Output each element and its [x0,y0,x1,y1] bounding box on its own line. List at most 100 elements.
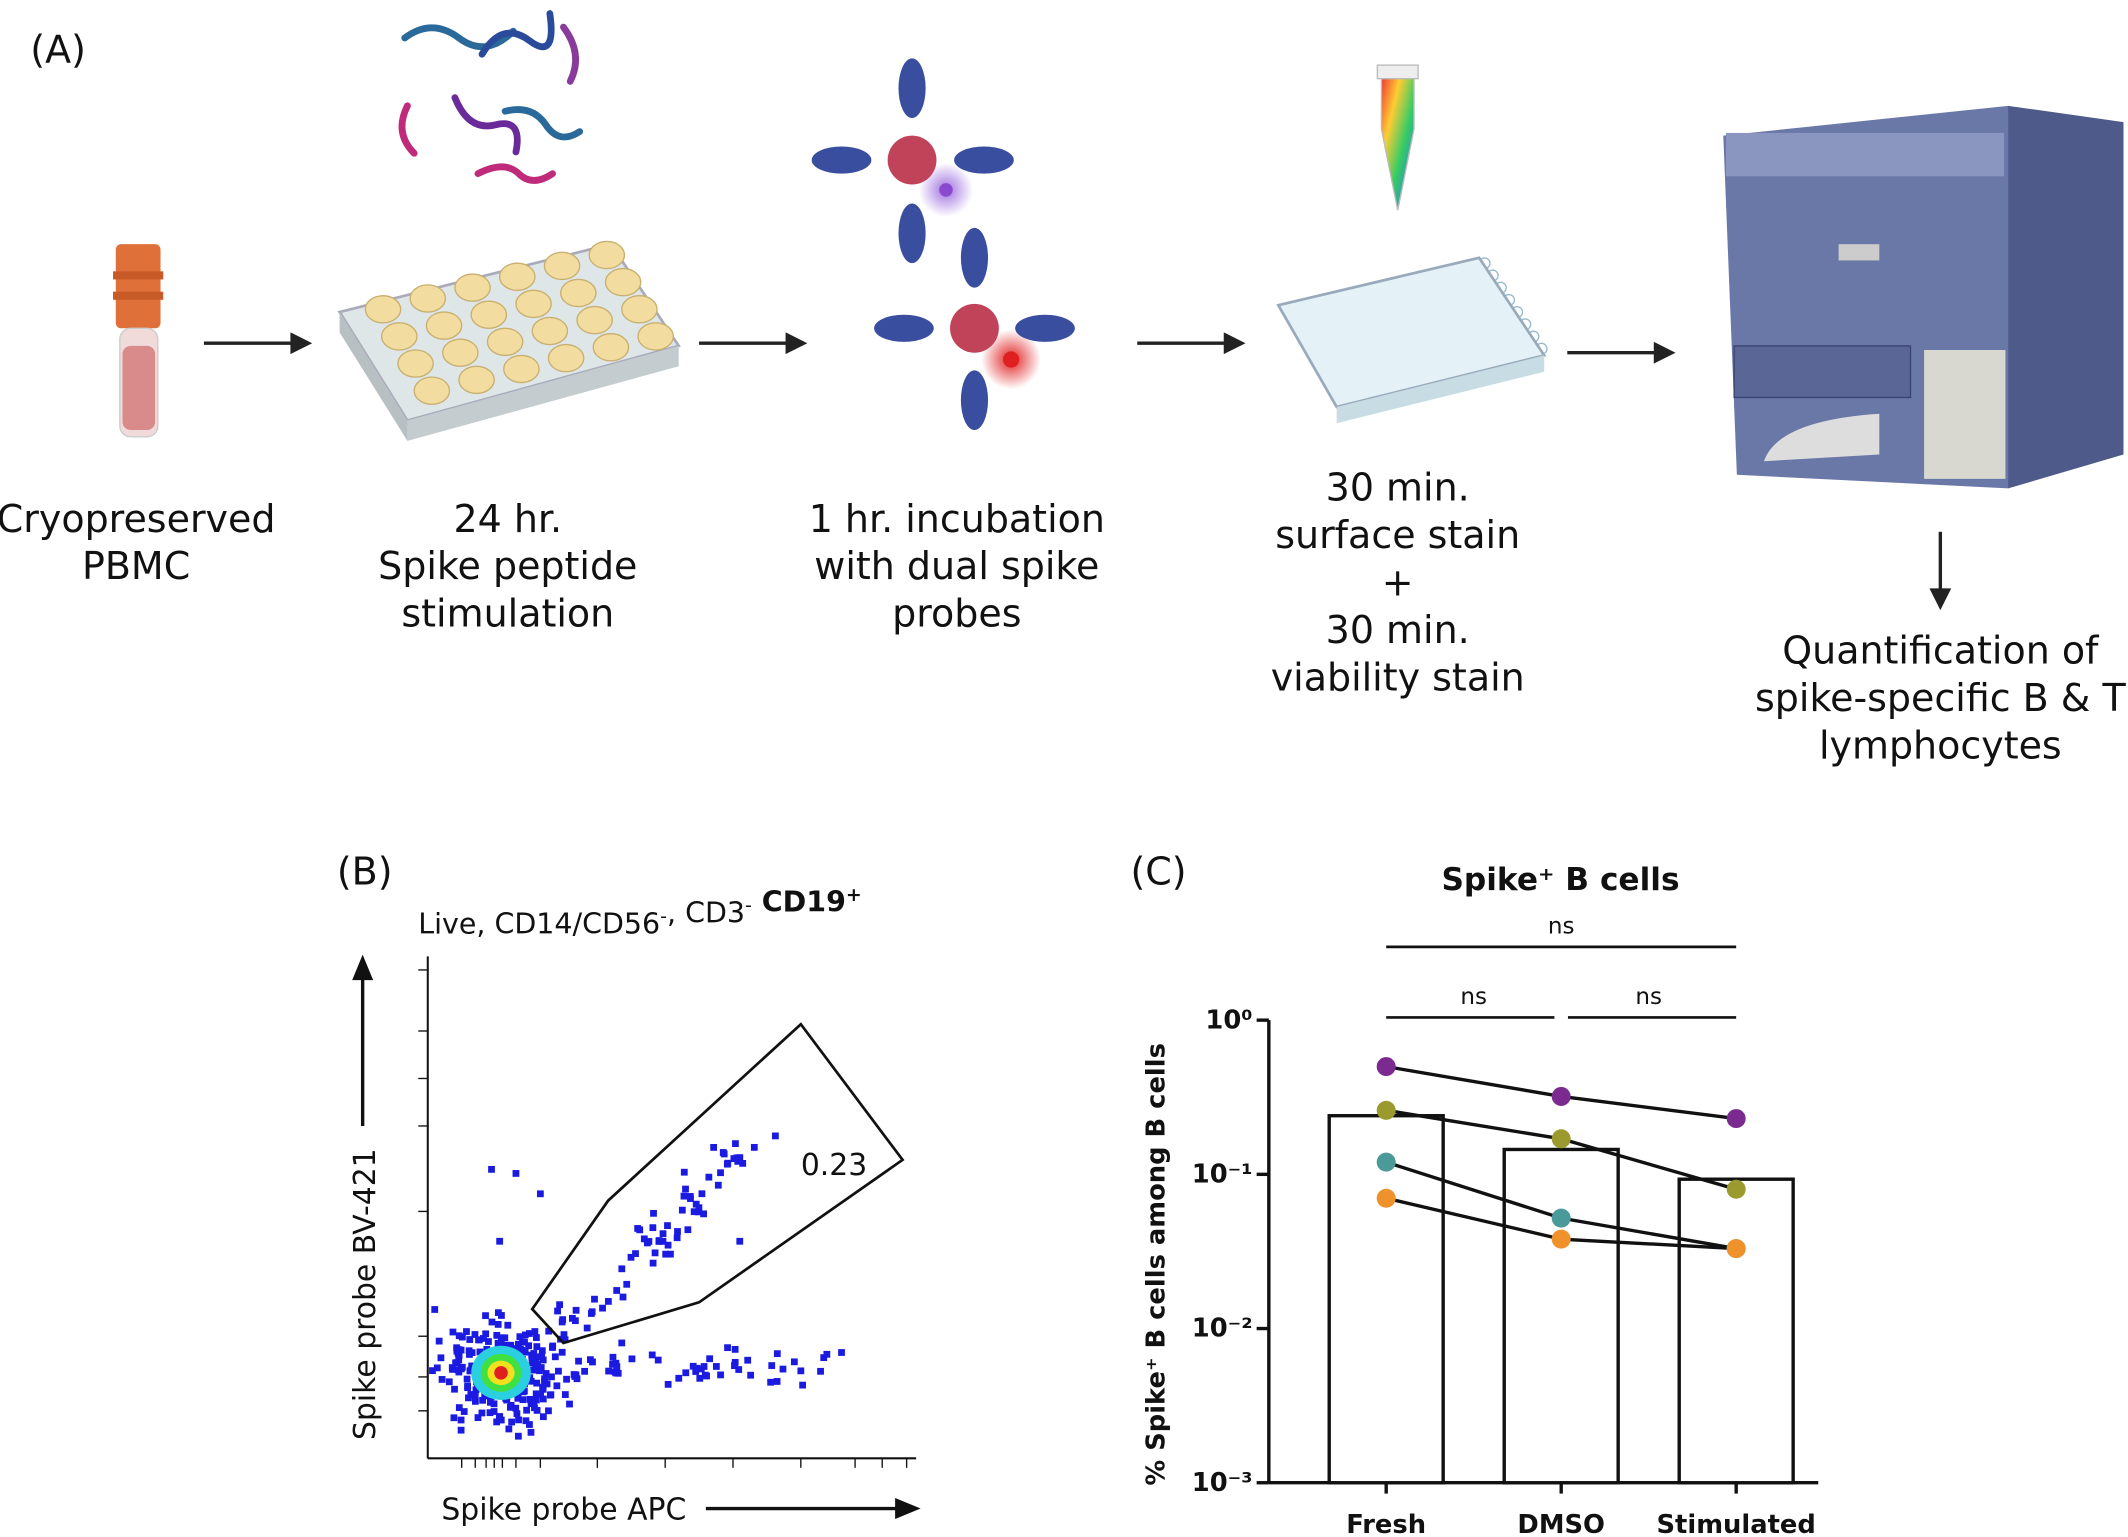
y-axis-label: % Spike⁺ B cells among B cells [1141,1043,1171,1485]
event [457,1346,465,1354]
event [682,1185,689,1193]
event [450,1414,458,1422]
event [463,1328,470,1335]
x-tick-label: Stimulated [1657,1510,1816,1537]
panel-label: (B) [337,849,393,893]
event [501,1334,509,1342]
event [559,1316,567,1324]
event [731,1358,739,1366]
event [545,1327,553,1335]
event [455,1368,463,1376]
event [662,1250,670,1258]
step-label: PBMC [82,544,190,588]
event [744,1356,752,1364]
event [431,1306,439,1313]
event [541,1375,548,1383]
bar [1327,1114,1445,1485]
step-label: 30 min. [1326,466,1470,510]
well [621,295,658,324]
event [612,1359,620,1367]
event [505,1425,513,1433]
event [797,1367,805,1375]
event [527,1428,535,1436]
y-tick-label: 10⁻¹ [1192,1159,1253,1189]
event [618,1339,626,1347]
event [543,1380,551,1388]
donor-point [1551,1086,1571,1106]
event [604,1298,612,1305]
event [504,1321,512,1329]
event [772,1132,779,1140]
comparison-label: ns [1548,913,1575,939]
donor-point [1551,1229,1571,1249]
event [494,1309,502,1317]
event [684,1226,692,1234]
x-tick-label: Fresh [1346,1510,1426,1537]
y-axis-label: Spike probe BV-421 [348,1148,383,1440]
event [516,1333,524,1341]
event [735,1366,743,1373]
event [609,1353,617,1361]
event [556,1301,563,1309]
donor-point [1376,1152,1396,1172]
event [465,1394,472,1402]
well [470,300,508,329]
event [471,1397,479,1405]
event [466,1336,474,1343]
well [543,251,581,281]
event [560,1331,568,1338]
event [532,1390,540,1398]
event [690,1208,698,1216]
event [571,1317,579,1325]
step-label: Spike peptide [378,544,637,588]
well [531,316,569,346]
well [592,333,630,362]
title-part: Live, CD14/CD56 [418,907,660,940]
event [453,1347,461,1355]
event [503,1341,511,1349]
y-tick-label: 10⁻³ [1192,1468,1253,1498]
event [632,1250,639,1258]
title-part: CD19 [752,886,846,919]
event [572,1306,580,1314]
event [689,1362,697,1370]
event [747,1371,755,1379]
event [494,1321,502,1328]
event [589,1358,596,1366]
well [442,338,479,367]
event [710,1143,718,1151]
event [467,1391,475,1398]
step-label: + [1382,561,1414,605]
gate [530,1022,905,1345]
event [512,1404,520,1412]
event [497,1334,505,1342]
well [425,311,463,340]
event [532,1396,540,1404]
event [640,1235,648,1243]
event [673,1234,681,1242]
event [457,1416,465,1424]
gate-value: 0.23 [801,1148,867,1183]
well [413,376,451,405]
event [464,1384,472,1392]
flow-plot [418,969,908,1468]
event [583,1324,591,1332]
event [515,1340,522,1348]
event [531,1364,539,1372]
event [659,1237,667,1245]
event [736,1237,744,1245]
event [750,1143,758,1151]
event [773,1378,781,1385]
event [695,1204,703,1212]
event [548,1373,555,1381]
event [533,1406,541,1414]
x-tick-label: DMSO [1517,1510,1605,1537]
event [573,1375,581,1383]
event [514,1432,522,1440]
event [650,1209,657,1217]
panel-label: (C) [1130,849,1186,893]
event [664,1222,671,1229]
spike-probes [811,58,1075,431]
donor-point [1376,1100,1396,1120]
event [572,1371,580,1379]
